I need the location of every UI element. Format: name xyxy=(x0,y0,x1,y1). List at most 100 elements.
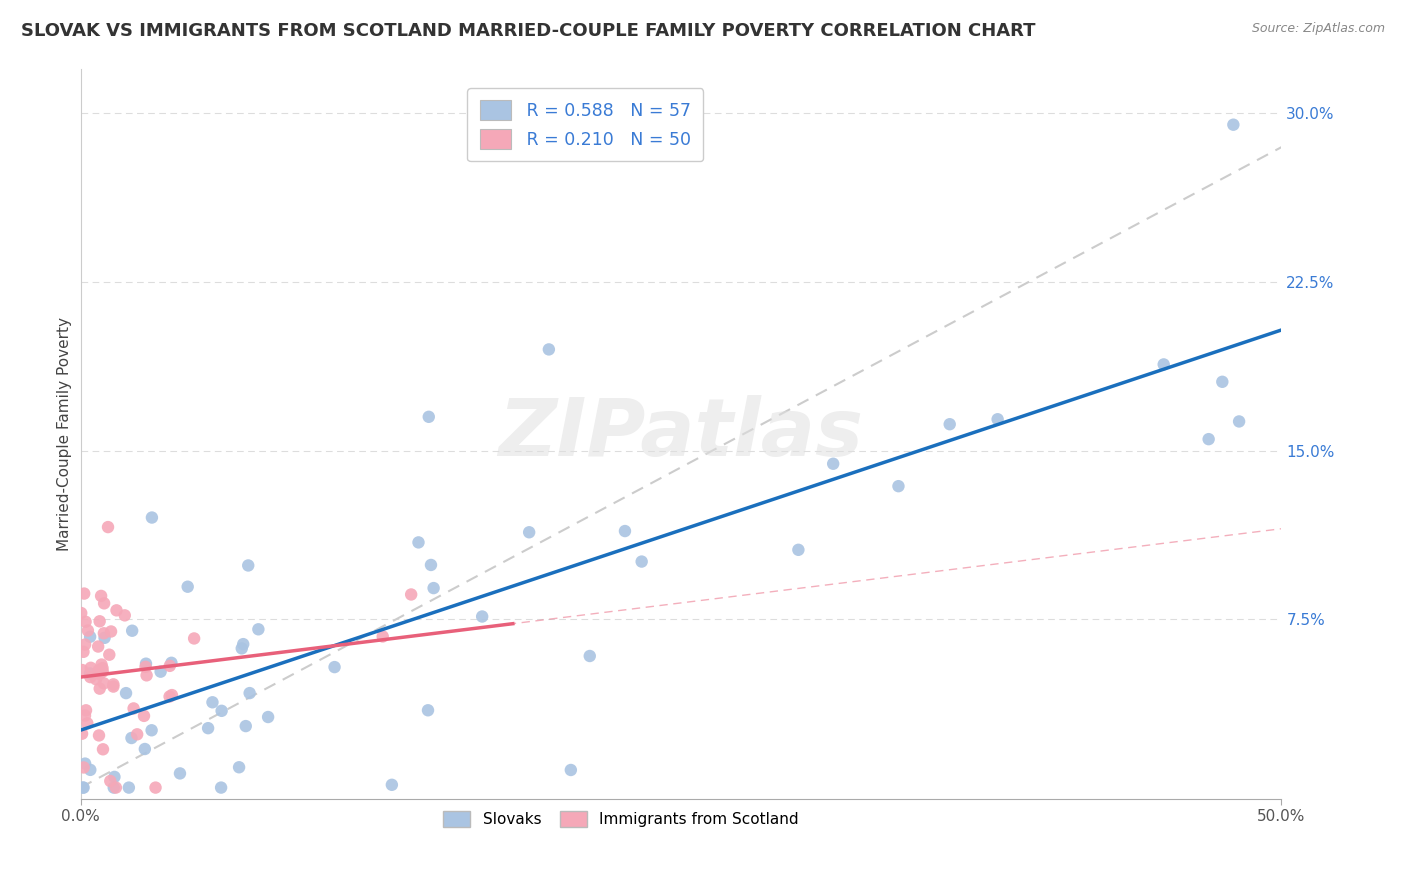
Point xyxy=(1153,358,1175,372)
Point xyxy=(560,763,582,777)
Point xyxy=(160,688,183,702)
Point xyxy=(121,624,143,638)
Point xyxy=(98,774,121,789)
Point xyxy=(72,780,94,795)
Point xyxy=(418,409,440,424)
Point xyxy=(72,663,94,677)
Point xyxy=(91,665,114,679)
Point xyxy=(471,609,494,624)
Point xyxy=(91,742,114,756)
Point xyxy=(87,664,110,678)
Point xyxy=(887,479,910,493)
Point xyxy=(197,721,219,735)
Point xyxy=(537,343,560,357)
Point xyxy=(183,632,205,646)
Point xyxy=(98,648,121,662)
Point xyxy=(89,615,111,629)
Point xyxy=(420,558,443,572)
Point xyxy=(87,640,110,654)
Point xyxy=(231,641,253,656)
Point xyxy=(517,525,540,540)
Point xyxy=(399,587,422,601)
Point xyxy=(211,704,233,718)
Point xyxy=(70,727,93,741)
Point xyxy=(232,637,254,651)
Point xyxy=(79,630,101,644)
Point xyxy=(416,703,439,717)
Point xyxy=(91,661,114,675)
Point xyxy=(160,656,183,670)
Point xyxy=(89,667,111,681)
Point xyxy=(176,580,198,594)
Point xyxy=(75,756,97,771)
Point xyxy=(159,658,181,673)
Point xyxy=(87,728,110,742)
Text: SLOVAK VS IMMIGRANTS FROM SCOTLAND MARRIED-COUPLE FAMILY POVERTY CORRELATION CHA: SLOVAK VS IMMIGRANTS FROM SCOTLAND MARRI… xyxy=(21,22,1036,40)
Point xyxy=(90,657,112,672)
Point xyxy=(228,760,250,774)
Y-axis label: Married-Couple Family Poverty: Married-Couple Family Poverty xyxy=(58,317,72,550)
Point xyxy=(79,670,101,684)
Point xyxy=(79,763,101,777)
Point xyxy=(135,660,157,674)
Point xyxy=(97,520,120,534)
Point xyxy=(408,535,430,549)
Point xyxy=(93,626,115,640)
Point xyxy=(73,760,96,774)
Point xyxy=(201,695,224,709)
Point xyxy=(630,555,652,569)
Point xyxy=(115,686,138,700)
Point xyxy=(77,624,100,638)
Point xyxy=(127,727,149,741)
Point xyxy=(987,412,1010,426)
Point xyxy=(72,645,94,659)
Point xyxy=(938,417,960,432)
Point xyxy=(73,708,96,723)
Point xyxy=(381,778,404,792)
Text: Source: ZipAtlas.com: Source: ZipAtlas.com xyxy=(1251,22,1385,36)
Point xyxy=(323,660,346,674)
Point xyxy=(90,589,112,603)
Point xyxy=(371,630,394,644)
Point xyxy=(141,723,163,738)
Point xyxy=(132,709,155,723)
Point xyxy=(122,701,145,715)
Point xyxy=(75,615,97,629)
Legend: Slovaks, Immigrants from Scotland: Slovaks, Immigrants from Scotland xyxy=(436,804,807,835)
Point xyxy=(159,690,181,704)
Point xyxy=(79,666,101,681)
Point xyxy=(76,716,98,731)
Text: ZIPatlas: ZIPatlas xyxy=(499,394,863,473)
Point xyxy=(235,719,257,733)
Point xyxy=(104,780,127,795)
Point xyxy=(89,681,111,696)
Point xyxy=(93,631,115,645)
Point xyxy=(613,524,636,538)
Point xyxy=(135,657,157,671)
Point xyxy=(1227,414,1250,428)
Point xyxy=(103,780,125,795)
Point xyxy=(93,596,115,610)
Point xyxy=(72,780,94,795)
Point xyxy=(75,703,97,717)
Point xyxy=(1222,118,1244,132)
Point xyxy=(135,668,157,682)
Point xyxy=(103,677,125,691)
Point xyxy=(100,624,122,639)
Point xyxy=(238,558,260,573)
Point xyxy=(145,780,167,795)
Point xyxy=(118,780,141,795)
Point xyxy=(247,622,270,636)
Point xyxy=(75,638,97,652)
Point xyxy=(149,665,172,679)
Point xyxy=(73,586,96,600)
Point xyxy=(80,661,103,675)
Point xyxy=(134,742,156,756)
Point xyxy=(121,731,143,745)
Point xyxy=(114,608,136,623)
Point xyxy=(209,780,232,795)
Point xyxy=(823,457,845,471)
Point xyxy=(141,510,163,524)
Point xyxy=(105,603,128,617)
Point xyxy=(1211,375,1233,389)
